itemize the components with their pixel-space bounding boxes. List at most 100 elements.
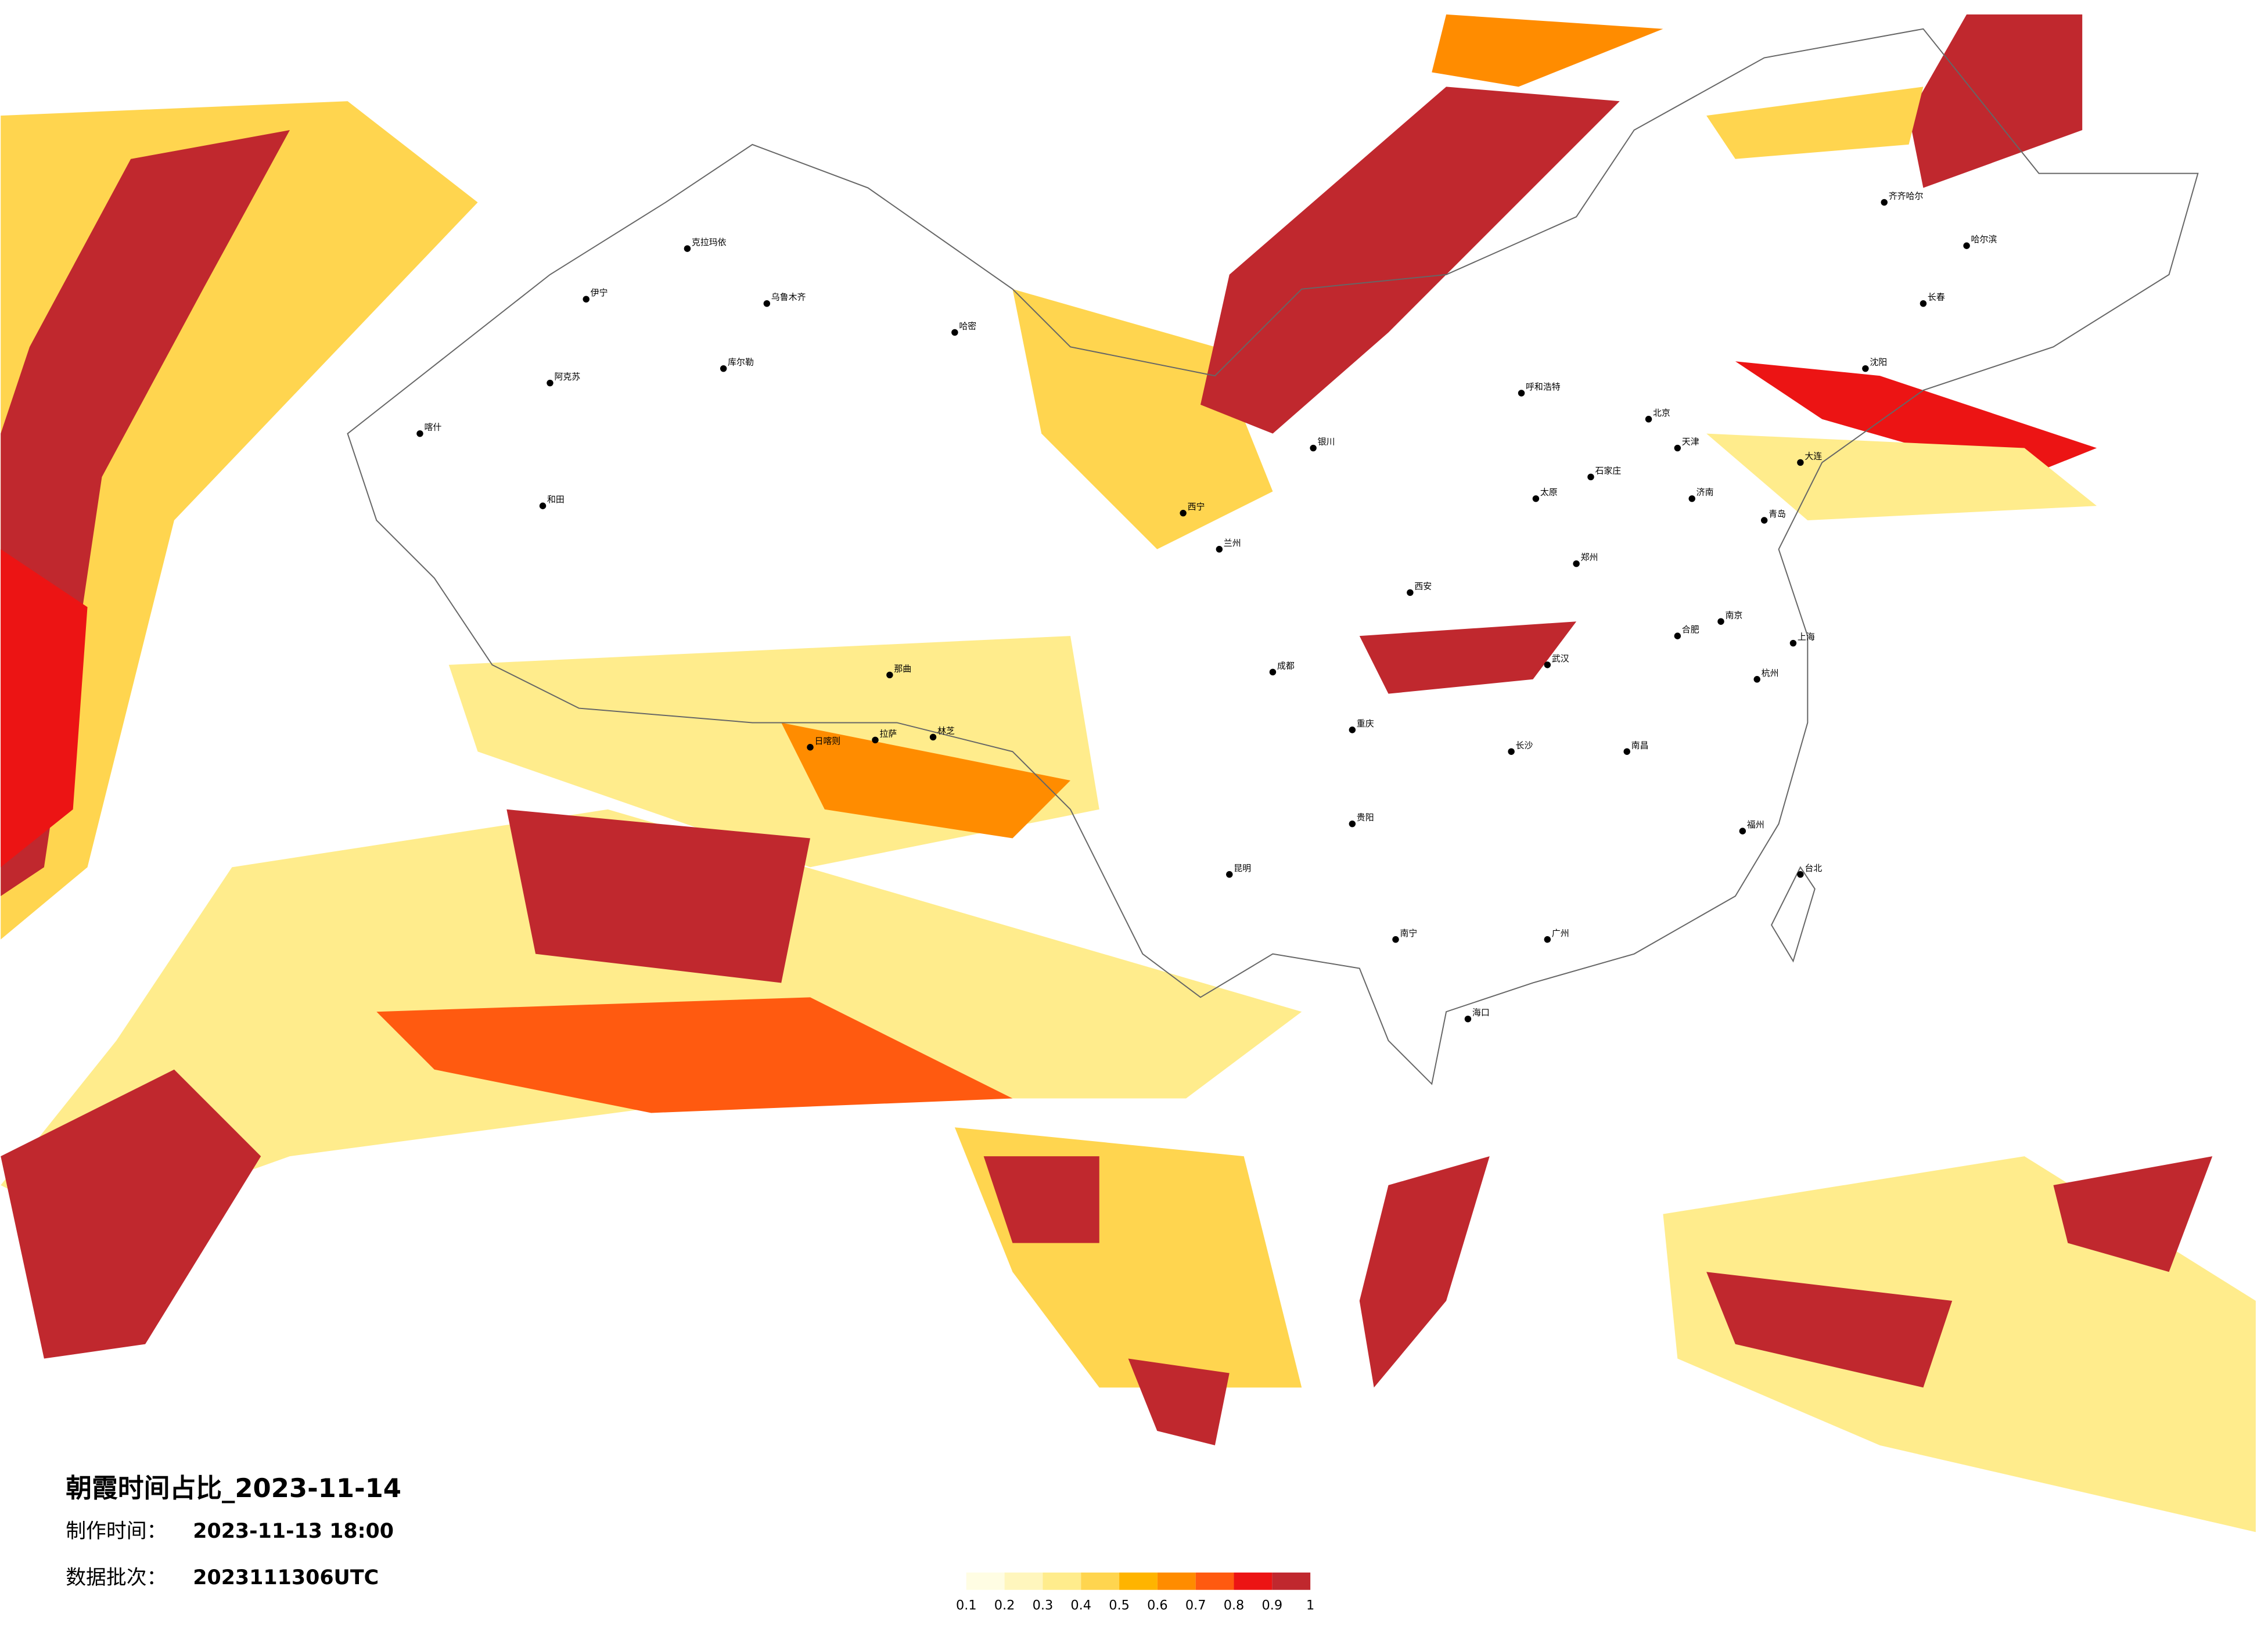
- city-dot: [1544, 661, 1551, 668]
- city-dot: [684, 245, 691, 252]
- city-dot: [1544, 936, 1551, 943]
- heat-area: [781, 722, 1070, 839]
- city-dot: [929, 733, 937, 741]
- city-dot: [1963, 242, 1970, 249]
- legend: 0.1 0.2 0.3 0.4 0.5 0.6 0.7 0.8 0.9 1: [956, 1572, 1314, 1613]
- legend-tick-label: 0.2: [994, 1598, 1015, 1613]
- city-label: 喀什: [424, 422, 441, 433]
- city-dot: [1797, 459, 1804, 466]
- city-dot: [1674, 632, 1681, 639]
- city-label: 太原: [1540, 487, 1558, 498]
- city-label: 日喀则: [814, 736, 840, 746]
- city-label: 青岛: [1769, 509, 1786, 519]
- city-dot: [807, 744, 814, 751]
- city-label: 福州: [1747, 819, 1764, 830]
- city-label: 库尔勒: [728, 357, 754, 368]
- city-label: 乌鲁木齐: [771, 292, 806, 303]
- city-label: 呼和浩特: [1526, 382, 1561, 392]
- legend-swatch: [1272, 1572, 1311, 1590]
- city-dot: [1862, 365, 1869, 372]
- city-dot: [1216, 546, 1223, 553]
- city-label: 哈密: [959, 321, 976, 331]
- city-label: 阿克苏: [554, 372, 580, 382]
- legend-tick-label: 0.1: [956, 1598, 977, 1613]
- city-label: 南宁: [1400, 928, 1417, 938]
- city-dot: [1532, 495, 1540, 502]
- city-label: 那曲: [894, 663, 911, 674]
- city-label: 南京: [1725, 610, 1742, 620]
- city-label: 兰州: [1224, 538, 1241, 548]
- city-dot: [1464, 1015, 1472, 1023]
- batch: 2023111306UTC: [193, 1566, 379, 1589]
- city-label: 伊宁: [591, 287, 608, 298]
- city-label: 海口: [1472, 1008, 1490, 1018]
- city-label: 济南: [1696, 487, 1714, 498]
- heat-area: [506, 809, 810, 983]
- city-label: 沈阳: [1870, 357, 1887, 368]
- city-label: 拉萨: [879, 728, 897, 739]
- legend-swatch: [966, 1572, 1005, 1590]
- heat-area: [983, 1156, 1099, 1243]
- city-label: 西宁: [1188, 502, 1205, 512]
- city-label: 台北: [1805, 863, 1822, 873]
- city-dot: [539, 502, 547, 509]
- city-label: 贵阳: [1357, 812, 1374, 823]
- city-label: 广州: [1552, 928, 1569, 938]
- city-label: 上海: [1798, 632, 1815, 642]
- heat-area: [376, 997, 1013, 1113]
- city-label: 武汉: [1552, 653, 1569, 664]
- city-dot: [720, 365, 727, 372]
- city-label: 银川: [1318, 437, 1335, 447]
- heat-area: [1, 549, 88, 868]
- heat-area: [1200, 87, 1620, 434]
- legend-swatch: [1004, 1572, 1043, 1590]
- legend-swatch: [1157, 1572, 1196, 1590]
- city-dot: [1881, 199, 1888, 206]
- map-title: 朝霞时间占比_2023-11-14: [66, 1473, 401, 1503]
- city-dot: [1797, 871, 1804, 878]
- legend-swatch: [1195, 1572, 1234, 1590]
- city-dot: [872, 736, 879, 744]
- city-dot: [1674, 444, 1681, 452]
- city-label: 林芝: [937, 725, 955, 736]
- legend-swatch: [1043, 1572, 1081, 1590]
- city-label: 合肥: [1682, 624, 1699, 635]
- city-dot: [1349, 726, 1356, 733]
- city-dot: [1349, 820, 1356, 828]
- heat-area: [1128, 1358, 1230, 1445]
- city-dot: [1645, 416, 1652, 423]
- city-label: 杭州: [1762, 668, 1779, 678]
- legend-tick-label: 0.7: [1185, 1598, 1206, 1613]
- city-label: 长春: [1928, 292, 1945, 303]
- city-label: 天津: [1682, 437, 1699, 447]
- city-dot: [951, 329, 958, 336]
- city-dot: [886, 671, 893, 679]
- heat-area: [1, 130, 290, 897]
- city-dot: [1623, 748, 1630, 755]
- city-dot: [1310, 444, 1317, 452]
- city-dot: [1508, 748, 1515, 755]
- taiwan-border: [1770, 866, 1816, 963]
- city-dot: [1573, 560, 1580, 567]
- city-dot: [1407, 589, 1414, 596]
- city-label: 南昌: [1631, 740, 1649, 750]
- city-label: 和田: [547, 494, 565, 505]
- city-dot: [1760, 517, 1768, 524]
- heat-area: [1706, 1272, 1953, 1388]
- city-dot: [583, 296, 590, 303]
- legend-tick-label: 1: [1306, 1598, 1314, 1613]
- city-dot: [416, 430, 423, 437]
- legend-swatch: [1119, 1572, 1158, 1590]
- make-time-label: 制作时间：: [66, 1520, 167, 1543]
- city-dot: [1739, 828, 1746, 834]
- make-time: 2023-11-13 18:00: [193, 1520, 394, 1543]
- heat-area: [1359, 1156, 1490, 1388]
- heat-field: [1, 14, 2256, 1533]
- city-dot: [1789, 639, 1797, 647]
- city-label: 长沙: [1516, 740, 1533, 750]
- legend-tick-label: 0.6: [1147, 1598, 1168, 1613]
- heat-area: [2053, 1156, 2213, 1272]
- city-label: 郑州: [1581, 552, 1598, 563]
- heat-area: [1706, 87, 1924, 159]
